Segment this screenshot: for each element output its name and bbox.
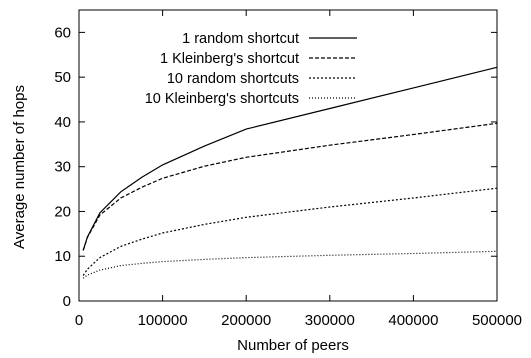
axis-ticks: 0 100000 200000 300000 400000 500000 0 10 20 30 40…: [54, 10, 522, 329]
series-lines: [82, 66, 498, 279]
y-tick-label: 60: [54, 24, 71, 41]
legend-label: 1 Kleinberg's shortcut: [160, 51, 299, 67]
plot-frame: [78, 9, 498, 302]
x-tick-label: 0: [75, 312, 83, 329]
x-tick-label: 200000: [221, 312, 271, 329]
y-tick-label: 40: [54, 114, 71, 131]
legend: 1 random shortcut 1 Kleinberg's shortcut 1…: [145, 31, 357, 107]
legend-label: 10 random shortcuts: [167, 71, 299, 87]
legend-label: 10 Kleinberg's shortcuts: [145, 91, 299, 107]
y-tick-label: 20: [54, 203, 71, 220]
y-tick-label: 0: [63, 293, 71, 310]
series-line-1: [82, 66, 498, 251]
x-tick-label: 500000: [472, 312, 522, 329]
y-tick-label: 30: [54, 159, 71, 176]
y-axis-label: Average number of hops: [11, 85, 28, 249]
x-tick-label: 400000: [388, 312, 438, 329]
y-tick-label: 50: [54, 69, 71, 86]
series-line-2: [82, 122, 498, 251]
legend-label: 1 random shortcut: [182, 31, 299, 47]
plot-border: [78, 9, 498, 302]
x-tick-label: 300000: [305, 312, 355, 329]
x-axis-label: Number of peers: [237, 337, 349, 354]
series-line-4: [82, 250, 498, 279]
series-line-3: [82, 187, 498, 276]
x-tick-label: 100000: [138, 312, 188, 329]
y-tick-label: 10: [54, 248, 71, 265]
